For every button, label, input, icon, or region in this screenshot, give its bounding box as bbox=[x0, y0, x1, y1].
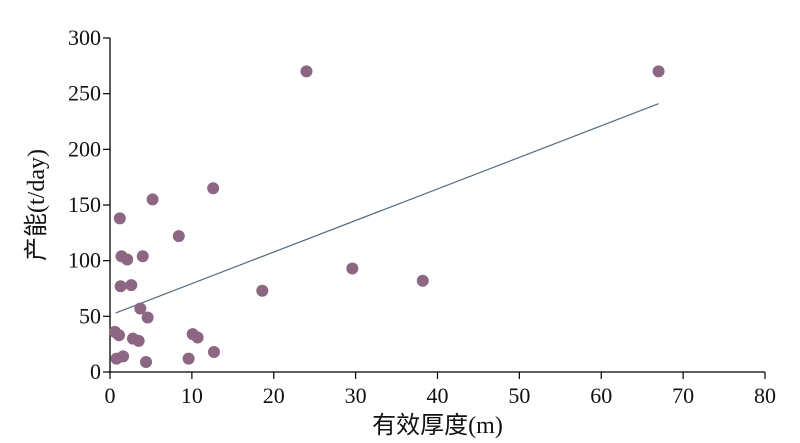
data-point bbox=[125, 279, 138, 292]
data-point bbox=[146, 193, 159, 206]
x-tick-label: 30 bbox=[345, 383, 367, 408]
y-tick-label: 100 bbox=[68, 248, 101, 273]
data-point bbox=[132, 334, 145, 347]
data-point bbox=[134, 302, 147, 315]
data-point bbox=[113, 329, 126, 342]
data-point bbox=[207, 345, 220, 358]
y-tick-label: 300 bbox=[68, 25, 101, 50]
data-point bbox=[136, 250, 149, 263]
data-point bbox=[300, 65, 313, 78]
data-point bbox=[207, 182, 220, 195]
x-tick-label: 50 bbox=[508, 383, 530, 408]
data-point bbox=[113, 212, 126, 225]
data-point bbox=[117, 350, 130, 363]
data-point bbox=[140, 355, 153, 368]
x-axis-title: 有效厚度(m) bbox=[372, 412, 503, 439]
x-tick-label: 60 bbox=[590, 383, 612, 408]
data-point bbox=[416, 274, 429, 287]
data-point bbox=[346, 262, 359, 275]
y-tick-label: 250 bbox=[68, 81, 101, 106]
x-tick-label: 70 bbox=[672, 383, 694, 408]
data-point bbox=[172, 230, 185, 243]
trendline bbox=[115, 103, 659, 314]
data-point bbox=[114, 280, 127, 293]
data-point bbox=[191, 331, 204, 344]
x-tick-label: 40 bbox=[427, 383, 449, 408]
y-axis-title: 产能(t/day) bbox=[23, 149, 50, 261]
y-tick-label: 200 bbox=[68, 136, 101, 161]
x-tick-label: 80 bbox=[754, 383, 776, 408]
data-point bbox=[141, 311, 154, 324]
x-tick-label: 0 bbox=[105, 383, 116, 408]
y-tick-label: 150 bbox=[68, 192, 101, 217]
data-point bbox=[652, 65, 665, 78]
data-point bbox=[182, 352, 195, 365]
data-point bbox=[121, 253, 134, 266]
x-tick-label: 10 bbox=[181, 383, 203, 408]
data-point bbox=[256, 284, 269, 297]
x-tick-label: 20 bbox=[263, 383, 285, 408]
y-tick-label: 0 bbox=[90, 359, 101, 384]
y-tick-label: 50 bbox=[79, 303, 101, 328]
